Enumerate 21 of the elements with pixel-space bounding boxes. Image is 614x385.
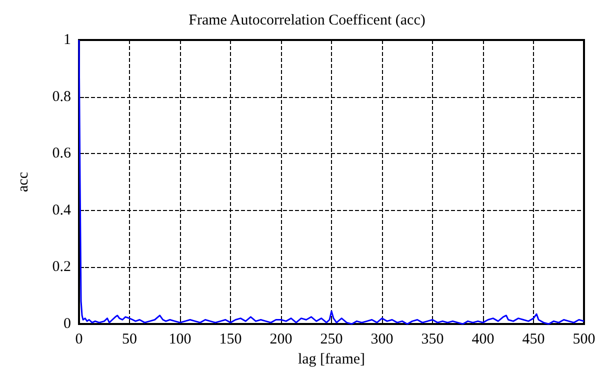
x-tick-label: 50 [122, 332, 137, 348]
y-tick-label: 0.8 [52, 88, 71, 105]
x-tick-label: 200 [270, 332, 292, 348]
x-tick-label: 300 [370, 332, 394, 348]
x-tick-label: 0 [75, 332, 83, 348]
y-axis-title: acc [16, 172, 32, 192]
line-series [78, 39, 585, 325]
x-tick-label: 250 [320, 332, 343, 348]
x-tick-label: 100 [168, 332, 192, 348]
x-tick-label: 500 [572, 332, 596, 348]
y-tick-label: 0.4 [52, 202, 72, 218]
y-tick-label: 1 [64, 32, 71, 48]
y-tick-label: 0.6 [52, 146, 72, 162]
x-tick-label: 150 [219, 332, 242, 348]
x-tick-label: 450 [522, 332, 545, 348]
chart-title: Frame Autocorrelation Coefficent (acc) [188, 12, 426, 28]
y-tick-label: 0.2 [52, 259, 71, 276]
y-tick-label: 0 [64, 316, 71, 332]
x-axis-title: lag [frame] [298, 352, 366, 368]
x-tick-label: 400 [472, 332, 494, 348]
x-tick-label: 350 [421, 332, 444, 348]
